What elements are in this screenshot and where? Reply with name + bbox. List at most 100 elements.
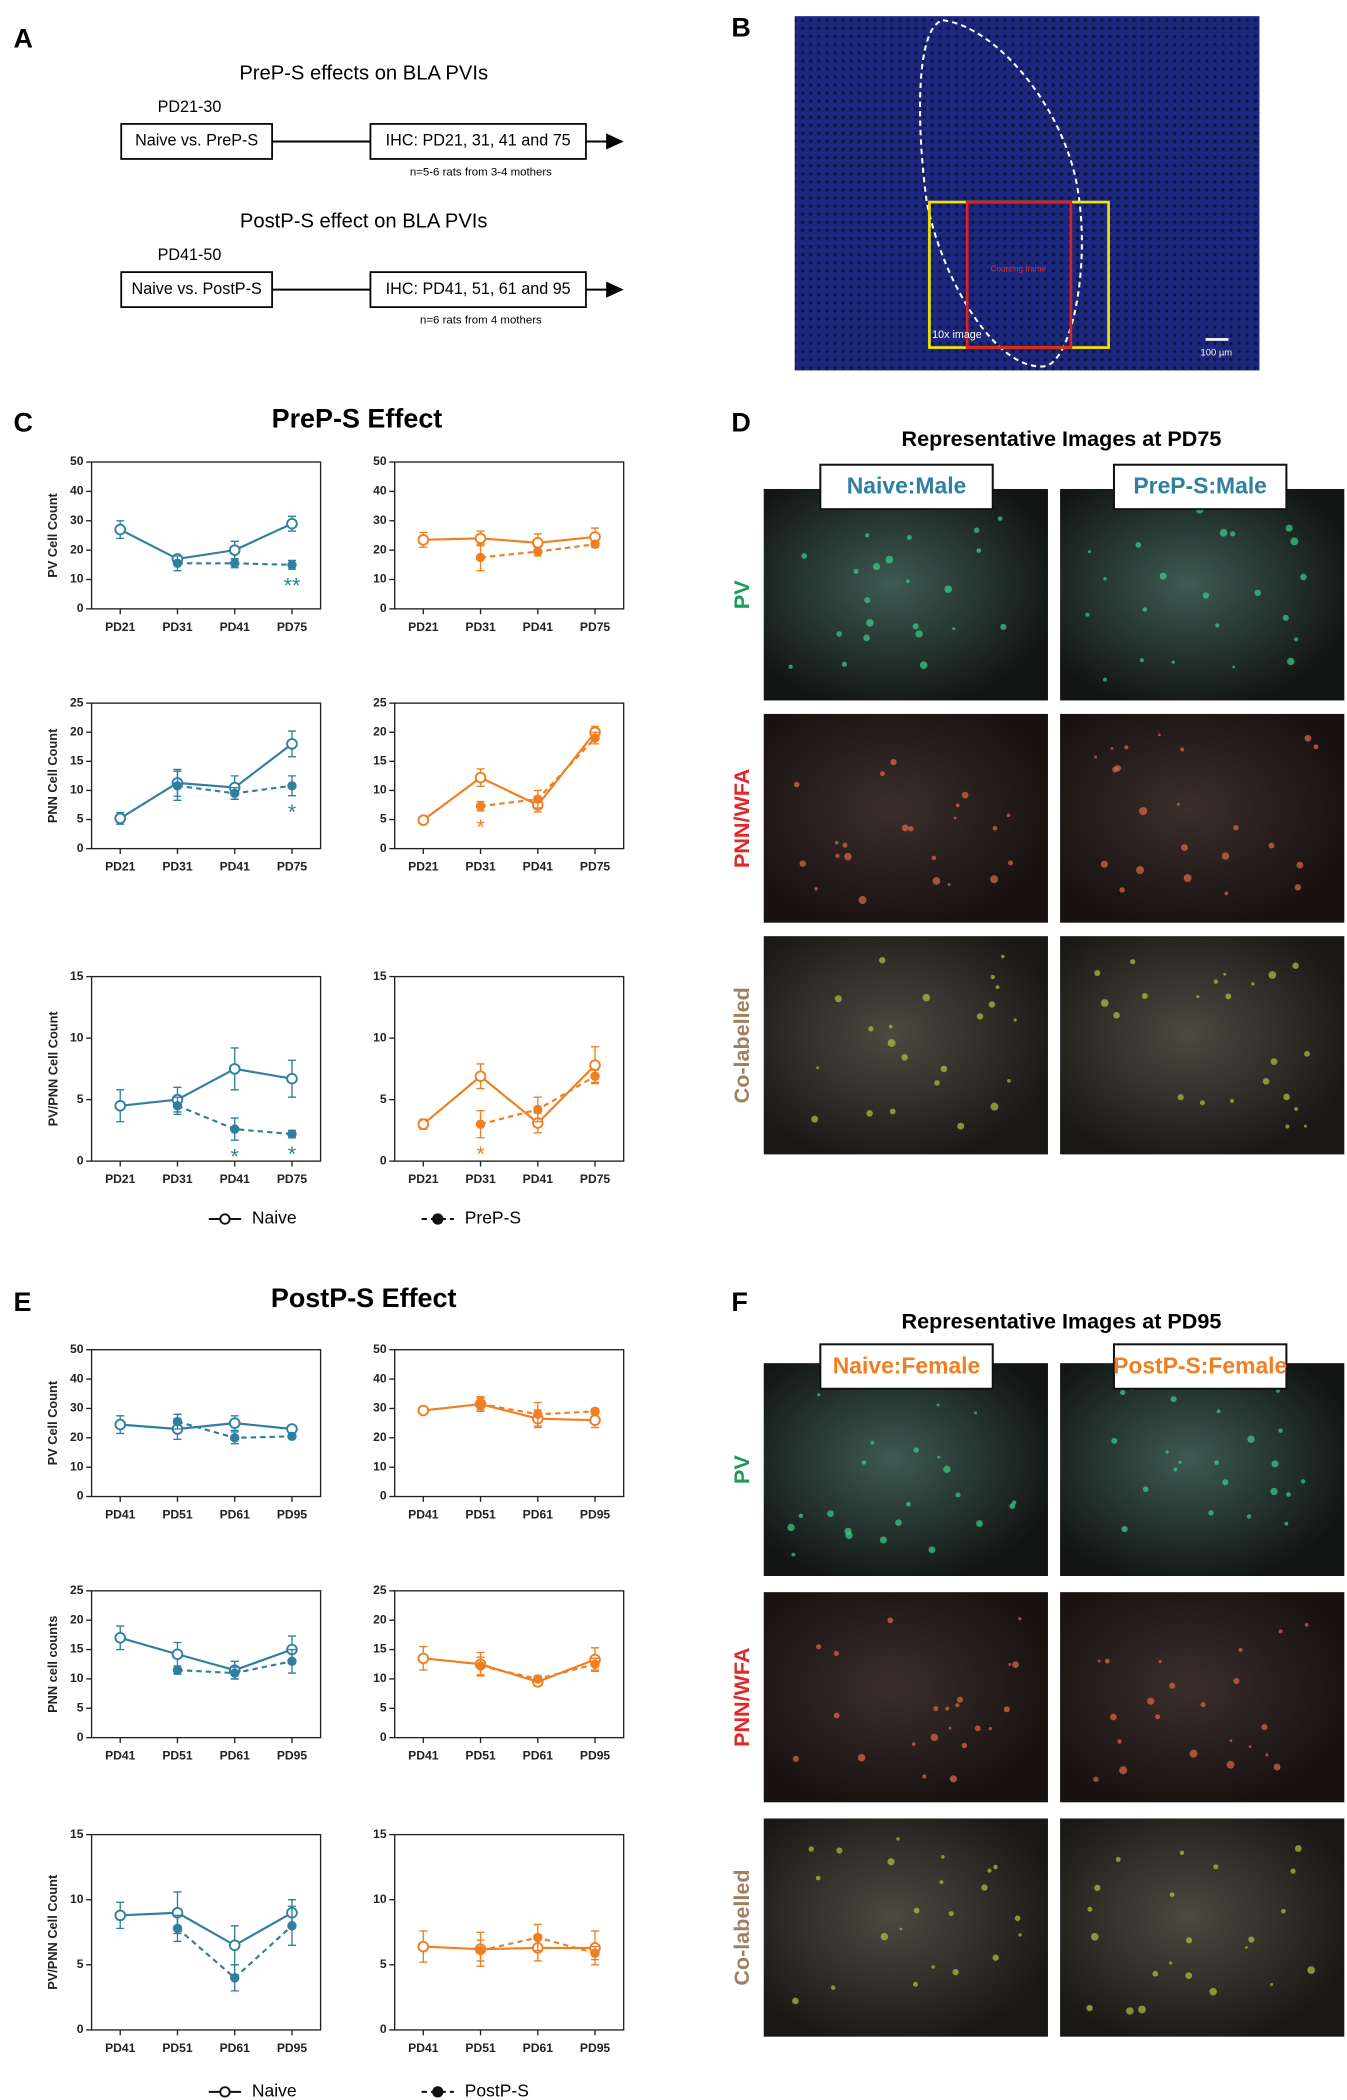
data-point	[230, 788, 240, 799]
plot-frame	[393, 1833, 625, 2031]
cell	[1233, 825, 1239, 831]
data-point	[172, 1416, 183, 1427]
legend-label: Naive	[252, 2081, 297, 2100]
x-tick-label: PD51	[162, 1749, 193, 1763]
plot-frame	[90, 1833, 322, 2031]
cell	[922, 993, 931, 1002]
significance: *	[231, 1143, 240, 1168]
cell	[1158, 1660, 1162, 1664]
legend-marker	[432, 2086, 444, 2098]
period-label: PD41-50	[158, 246, 222, 264]
cell	[833, 1650, 839, 1656]
series-line	[119, 743, 293, 820]
x-tick-label: PD61	[523, 1508, 554, 1522]
cell	[1093, 1776, 1099, 1782]
cell	[878, 957, 886, 964]
row-label: PNN/WFA	[729, 1648, 754, 1747]
cell	[853, 569, 859, 575]
y-tick-label: 30	[70, 513, 84, 527]
cell	[988, 1001, 996, 1008]
cell	[1290, 537, 1299, 546]
cell	[931, 1965, 935, 1969]
data-point	[228, 1417, 241, 1429]
column-box	[819, 463, 994, 511]
cell	[1018, 1617, 1022, 1621]
y-tick-label: 0	[380, 1489, 387, 1503]
y-tick-label: 0	[380, 2022, 387, 2036]
series-line	[423, 535, 596, 544]
cell	[976, 1520, 983, 1527]
data-point	[533, 1104, 543, 1115]
row-label: PV	[729, 1455, 754, 1484]
cell	[1103, 577, 1107, 581]
cell	[1304, 1124, 1308, 1128]
cell	[793, 781, 800, 788]
x-tick-label: PD41	[220, 860, 251, 874]
cell	[811, 1115, 819, 1123]
cell	[865, 533, 870, 538]
chart: 0 5 10 15 PD21 PD31 PD41 PD75 *	[373, 969, 625, 1186]
cell	[816, 1066, 819, 1070]
cell	[791, 1552, 796, 1557]
y-tick-label: 0	[77, 601, 84, 615]
cell	[1254, 589, 1261, 597]
cell	[1110, 747, 1114, 750]
cell	[1261, 1724, 1268, 1731]
cell	[1292, 962, 1299, 969]
image-b: Counting frame 10x image 100 µm	[794, 16, 1260, 371]
data-point	[286, 517, 298, 530]
cell	[912, 623, 919, 630]
cell	[899, 1927, 903, 1931]
cell	[1139, 658, 1144, 663]
y-tick-label: 40	[70, 1371, 84, 1385]
micrograph	[763, 1592, 1048, 1803]
y-axis-label: PNN Cell Count	[45, 728, 60, 823]
chart: 0 10 20 30 40 50 PD41 PD51 PD61 PD95 PV Cell Count	[45, 1342, 322, 1522]
cell	[1103, 677, 1107, 682]
x-tick-label: PD21	[408, 620, 439, 634]
cell	[937, 1455, 941, 1459]
data-point	[228, 1939, 241, 1952]
cell	[833, 1712, 840, 1719]
cell	[913, 1907, 920, 1914]
panel-label: C	[13, 407, 32, 437]
cell	[1136, 866, 1145, 875]
y-tick-label: 10	[70, 572, 84, 586]
cell	[1185, 1937, 1193, 1944]
cell	[1224, 891, 1229, 896]
y-axis-label: PNN cell counts	[45, 1616, 60, 1713]
data-point	[475, 1119, 486, 1129]
data-point	[287, 560, 297, 570]
cell	[885, 555, 894, 564]
cell	[801, 553, 808, 559]
cell	[1271, 1460, 1279, 1468]
group-label: Naive vs. PreP-S	[135, 132, 258, 150]
row-label: Co-labelled	[729, 1870, 754, 1986]
chart: 0 5 10 15 20 25 PD41 PD51 PD61 PD95	[373, 1583, 625, 1763]
cell	[1124, 745, 1129, 750]
y-tick-label: 50	[70, 1342, 84, 1356]
cell	[1183, 874, 1192, 883]
period-label: PD21-30	[158, 98, 222, 116]
y-tick-label: 50	[70, 454, 84, 468]
series-line	[423, 1945, 596, 1951]
y-tick-label: 5	[77, 1700, 84, 1714]
image-title: Representative Images at PD75	[902, 426, 1222, 451]
y-tick-label: 0	[380, 841, 387, 855]
cell	[808, 1846, 814, 1852]
y-tick-label: 20	[373, 1612, 387, 1626]
ihc-box	[369, 271, 587, 309]
cell	[1147, 1697, 1155, 1705]
y-tick-label: 25	[70, 1583, 84, 1597]
data-point	[589, 1059, 601, 1071]
x-tick-label: PD31	[162, 1172, 193, 1186]
x-tick-label: PD75	[277, 860, 308, 874]
data-point	[475, 801, 486, 811]
panel-label: E	[13, 1287, 31, 1317]
y-tick-label: 10	[373, 1030, 387, 1044]
cell	[1141, 993, 1148, 1000]
data-point	[533, 546, 543, 557]
cell	[1155, 1714, 1161, 1720]
cell	[1179, 1850, 1185, 1855]
cell	[941, 1855, 945, 1859]
